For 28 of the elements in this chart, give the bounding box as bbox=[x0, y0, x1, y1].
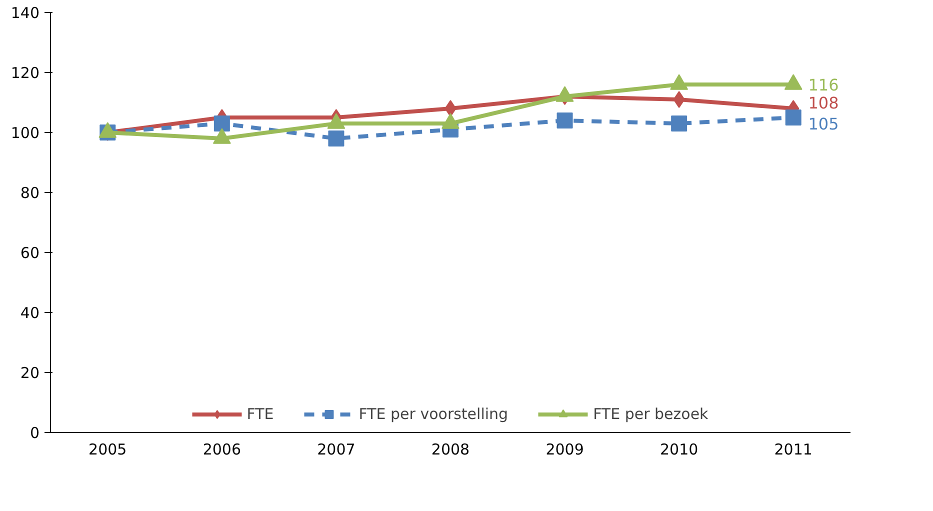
legend-label: FTE bbox=[246, 405, 274, 423]
data-label: 105 bbox=[808, 114, 839, 134]
x-tick-label: 2011 bbox=[774, 440, 812, 458]
y-tick-label: 0 bbox=[30, 424, 40, 442]
y-tick-label: 20 bbox=[20, 364, 40, 382]
x-tick-label: 2009 bbox=[546, 440, 584, 458]
y-tick-label: 100 bbox=[10, 124, 40, 142]
point bbox=[671, 116, 688, 132]
y-tick-label: 120 bbox=[10, 64, 40, 82]
x-tick-label: 2007 bbox=[317, 440, 356, 458]
point bbox=[328, 130, 344, 146]
data-label: 116 bbox=[808, 76, 839, 94]
x-tick-label: 2006 bbox=[202, 440, 242, 458]
y-tick-label: 40 bbox=[20, 304, 40, 322]
x-tick-label: 2005 bbox=[88, 440, 127, 458]
x-tick-label: 2008 bbox=[431, 440, 470, 458]
point bbox=[556, 112, 573, 128]
point bbox=[785, 110, 802, 126]
point bbox=[444, 100, 456, 117]
legend-label: FTE per bezoek bbox=[593, 405, 708, 423]
data-label: 108 bbox=[808, 94, 839, 112]
point bbox=[673, 91, 685, 108]
y-tick-label: 140 bbox=[10, 4, 40, 22]
x-tick-label: 2010 bbox=[660, 440, 698, 458]
legend-label: FTE per voorstelling bbox=[358, 405, 508, 423]
y-tick-label: 60 bbox=[20, 244, 40, 262]
point bbox=[214, 116, 230, 132]
y-tick-label: 80 bbox=[20, 184, 40, 202]
